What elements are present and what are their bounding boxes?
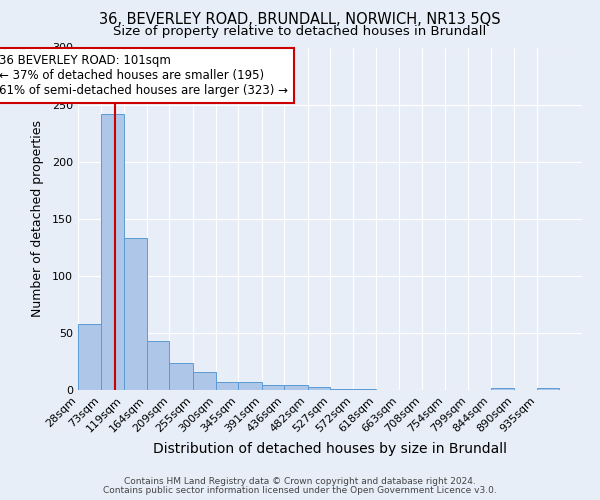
Y-axis label: Number of detached properties: Number of detached properties [31, 120, 44, 318]
Bar [353, 389, 376, 390]
Bar [284, 386, 308, 390]
Bar [491, 388, 514, 390]
Text: Size of property relative to detached houses in Brundall: Size of property relative to detached ho… [113, 25, 487, 38]
Bar [215, 382, 238, 390]
Bar [308, 386, 330, 390]
Bar [238, 382, 262, 390]
Bar [536, 388, 559, 390]
Bar [169, 362, 193, 390]
Bar [330, 389, 353, 390]
Text: 36 BEVERLEY ROAD: 101sqm
← 37% of detached houses are smaller (195)
61% of semi-: 36 BEVERLEY ROAD: 101sqm ← 37% of detach… [0, 54, 288, 98]
Bar [262, 386, 284, 390]
Bar [193, 372, 215, 390]
Text: Contains HM Land Registry data © Crown copyright and database right 2024.: Contains HM Land Registry data © Crown c… [124, 477, 476, 486]
Bar [78, 324, 101, 390]
Bar [101, 114, 124, 390]
Bar [147, 341, 169, 390]
X-axis label: Distribution of detached houses by size in Brundall: Distribution of detached houses by size … [153, 442, 507, 456]
Text: 36, BEVERLEY ROAD, BRUNDALL, NORWICH, NR13 5QS: 36, BEVERLEY ROAD, BRUNDALL, NORWICH, NR… [99, 12, 501, 28]
Text: Contains public sector information licensed under the Open Government Licence v3: Contains public sector information licen… [103, 486, 497, 495]
Bar [124, 238, 147, 390]
